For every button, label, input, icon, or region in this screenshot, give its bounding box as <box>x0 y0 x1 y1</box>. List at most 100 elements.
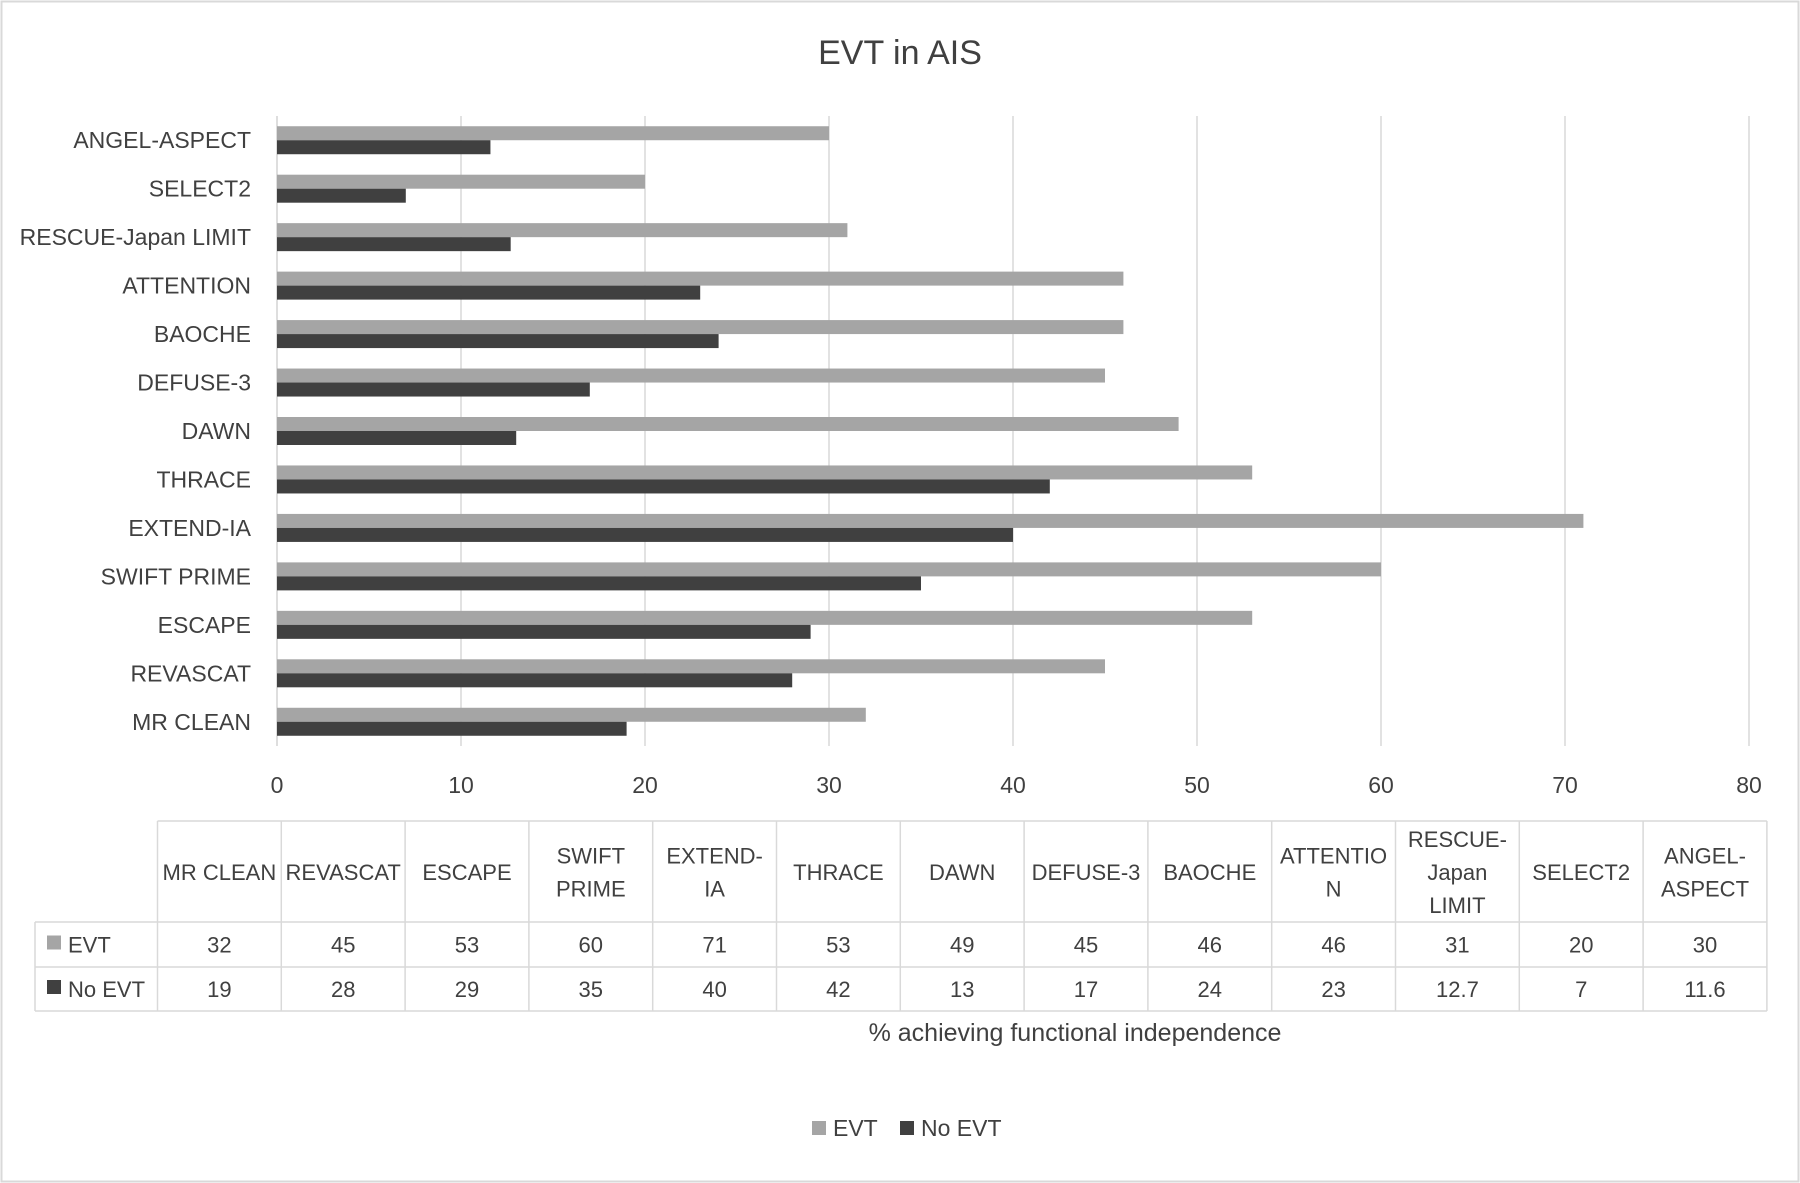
bar <box>277 417 1179 431</box>
bar <box>277 320 1124 335</box>
legend-key <box>812 1121 826 1135</box>
table-cell: 71 <box>702 933 726 958</box>
bar <box>277 140 491 155</box>
table-cell: 45 <box>331 933 355 958</box>
bar <box>277 527 1013 542</box>
table-legend-key <box>47 980 61 994</box>
category-label: RESCUE-Japan LIMIT <box>20 224 251 250</box>
bars <box>277 126 1584 736</box>
table-header: SWIFT <box>557 843 625 868</box>
table-header: IA <box>704 876 725 901</box>
table-cell: 24 <box>1198 977 1222 1002</box>
category-label: EXTEND-IA <box>128 515 251 541</box>
table-cell: 53 <box>826 933 850 958</box>
category-label: BAOCHE <box>154 321 251 347</box>
x-tick-label: 70 <box>1552 772 1578 798</box>
bar <box>277 368 1105 383</box>
table-header: ASPECT <box>1661 876 1749 901</box>
table-cell: 7 <box>1575 977 1587 1002</box>
table-header: DAWN <box>929 860 995 885</box>
table-cell: 32 <box>207 933 231 958</box>
table-header: BAOCHE <box>1163 860 1256 885</box>
bar <box>277 237 511 252</box>
x-tick-label: 30 <box>816 772 842 798</box>
bar <box>277 188 406 203</box>
table-cell: 23 <box>1321 977 1345 1002</box>
x-tick-label: 20 <box>632 772 658 798</box>
table-series-name: No EVT <box>68 977 145 1002</box>
bar <box>277 431 517 445</box>
category-label: DAWN <box>182 418 251 444</box>
category-label: DEFUSE-3 <box>137 370 251 396</box>
table-header: SELECT2 <box>1532 860 1630 885</box>
category-label: REVASCAT <box>130 660 251 686</box>
bar <box>277 562 1381 577</box>
table-cell: 60 <box>579 933 603 958</box>
bar <box>277 126 829 141</box>
x-tick-label: 50 <box>1184 772 1210 798</box>
table-header: PRIME <box>556 876 626 901</box>
table-cell: 45 <box>1074 933 1098 958</box>
category-label: ANGEL-ASPECT <box>73 127 251 153</box>
table-series-name: EVT <box>68 933 111 958</box>
value-axis: 0 10 20 30 40 50 60 70 80 <box>271 772 1762 798</box>
legend-label: No EVT <box>921 1115 1002 1141</box>
table-cell: 19 <box>207 977 231 1002</box>
category-label: SWIFT PRIME <box>101 563 251 589</box>
bar <box>277 659 1105 674</box>
bar <box>277 513 1584 528</box>
bar <box>277 721 627 736</box>
table-cell: 28 <box>331 977 355 1002</box>
table-header: THRACE <box>793 860 883 885</box>
bar <box>277 624 811 639</box>
table-cell: 13 <box>950 977 974 1002</box>
x-tick-label: 60 <box>1368 772 1394 798</box>
bar <box>277 334 719 349</box>
bar <box>277 610 1253 625</box>
x-tick-label: 10 <box>448 772 474 798</box>
legend-label: EVT <box>833 1115 878 1141</box>
table-header: RESCUE- <box>1408 827 1507 852</box>
category-label: ATTENTION <box>122 273 251 299</box>
x-tick-label: 40 <box>1000 772 1026 798</box>
table-cell: 12.7 <box>1436 977 1479 1002</box>
bar <box>277 576 921 591</box>
table-cell: 29 <box>455 977 479 1002</box>
category-label: THRACE <box>156 466 251 492</box>
bar <box>277 479 1050 494</box>
table-header: LIMIT <box>1429 893 1485 918</box>
table-cell: 35 <box>579 977 603 1002</box>
table-header: MR CLEAN <box>163 860 277 885</box>
bar <box>277 673 793 688</box>
table-header: ESCAPE <box>422 860 511 885</box>
legend-key <box>900 1121 914 1135</box>
table-legend-key <box>47 935 61 950</box>
bar <box>277 465 1253 480</box>
table-cell: 11.6 <box>1684 977 1725 1002</box>
table-header: REVASCAT <box>286 860 401 885</box>
bar <box>277 285 701 300</box>
x-tick-label: 80 <box>1736 772 1762 798</box>
category-label: SELECT2 <box>149 176 251 202</box>
bar <box>277 271 1124 286</box>
category-label: ESCAPE <box>158 612 251 638</box>
table-cell: 49 <box>950 933 974 958</box>
chart-title: EVT in AIS <box>818 34 982 72</box>
data-table: MR CLEAN REVASCAT ESCAPE SWIFT PRIME EXTEND- I… <box>34 820 1768 1012</box>
category-axis: MR CLEAN REVASCAT ESCAPE SWIFT PRIME EXTEND-… <box>20 127 252 735</box>
category-label: MR CLEAN <box>132 709 251 735</box>
bar <box>277 174 645 189</box>
table-header: ANGEL- <box>1664 843 1746 868</box>
table-cell: 42 <box>826 977 850 1002</box>
bar <box>277 707 866 722</box>
bar <box>277 382 590 397</box>
table-header: EXTEND- <box>666 843 763 868</box>
table-header: N <box>1326 876 1342 901</box>
table-header: DEFUSE-3 <box>1032 860 1141 885</box>
table-cell: 46 <box>1198 933 1222 958</box>
table-header: ATTENTIO <box>1280 843 1387 868</box>
table-cell: 40 <box>702 977 726 1002</box>
table-header: Japan <box>1427 860 1487 885</box>
table-cell: 20 <box>1569 933 1593 958</box>
